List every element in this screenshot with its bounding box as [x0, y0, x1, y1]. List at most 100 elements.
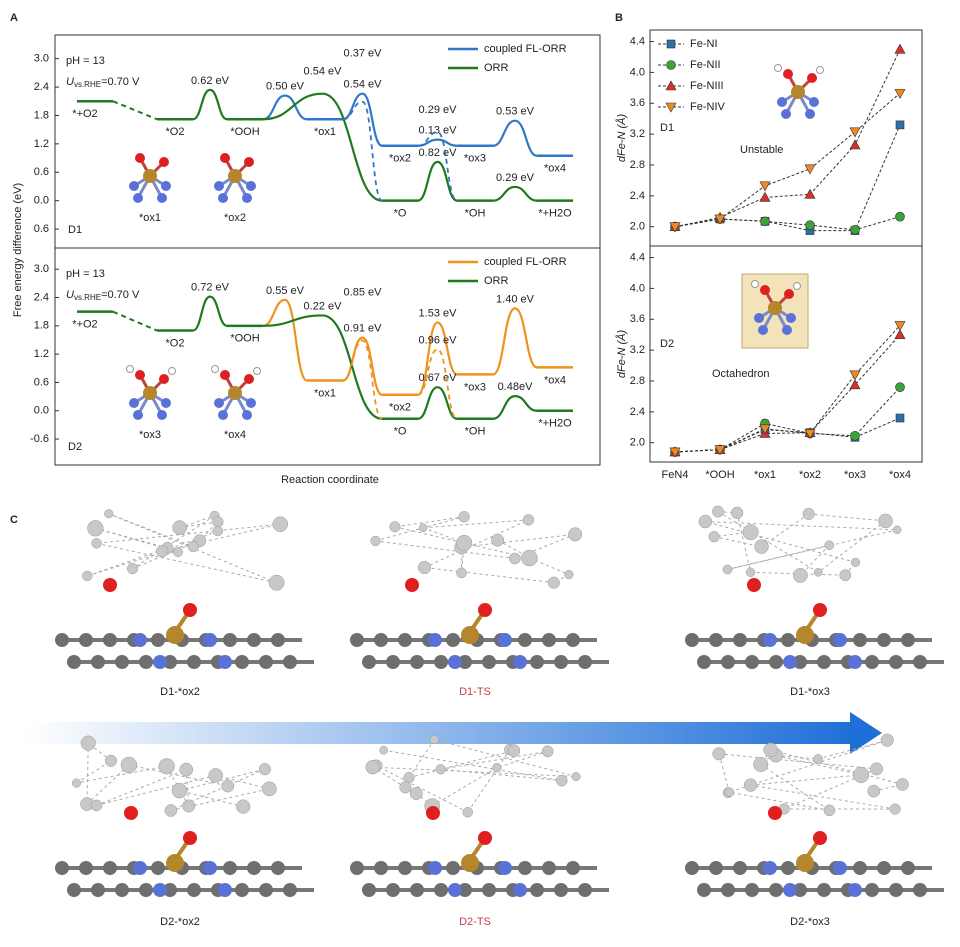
water-atom	[492, 762, 502, 773]
c-atom	[434, 655, 448, 669]
y-tick-label: 2.4	[34, 291, 49, 303]
c-atom	[67, 655, 81, 669]
barrier-label: 1.40 eV	[496, 293, 535, 305]
water-atom	[456, 567, 467, 579]
h-atom	[126, 365, 134, 373]
h-bond	[783, 768, 877, 810]
snapshot	[55, 735, 314, 897]
water-atom	[236, 799, 251, 814]
c-atom	[139, 655, 153, 669]
legend-label: Fe-NII	[690, 59, 721, 71]
state-label: *+H2O	[538, 418, 572, 430]
fe-atom	[228, 386, 242, 400]
u-value: =0.70 V	[101, 76, 140, 88]
barrier-curve	[262, 94, 308, 121]
snapshot	[685, 505, 944, 669]
water-atom	[212, 516, 224, 528]
n-atom	[781, 109, 791, 119]
series-line	[674, 216, 901, 231]
water-atom	[268, 574, 285, 591]
structure-annotation: Unstable	[740, 144, 783, 156]
c-atom	[187, 883, 201, 897]
water-atom	[182, 799, 196, 813]
water-atom	[187, 540, 199, 553]
water-atom	[262, 781, 277, 797]
snapshot-label: D1-*ox3	[790, 686, 830, 698]
marker	[894, 88, 906, 99]
y-tick-label: 3.0	[34, 53, 49, 65]
x-axis-label: Reaction coordinate	[281, 474, 379, 486]
barrier-label: 0.96 eV	[419, 334, 458, 346]
water-atom	[541, 745, 554, 758]
c-atom	[91, 655, 105, 669]
h-bond	[96, 523, 281, 544]
c-atom	[554, 883, 568, 897]
h-bond	[727, 529, 898, 570]
h-bond	[424, 567, 554, 584]
water-atom	[813, 754, 823, 764]
marker	[759, 424, 771, 435]
u-value: =0.70 V	[101, 289, 140, 301]
n-atom	[157, 410, 167, 420]
c-atom	[889, 883, 903, 897]
barrier-label: 0.54 eV	[344, 79, 383, 91]
barrier-curve	[342, 336, 383, 396]
n-atom	[783, 655, 797, 669]
o-atom	[244, 157, 254, 167]
water-atom	[82, 570, 93, 582]
o-atom	[220, 370, 230, 380]
marker	[759, 181, 771, 192]
barrier-curve	[492, 119, 538, 157]
state-label: *ox4	[544, 374, 566, 386]
barrier-curve	[417, 348, 458, 420]
water-atom	[745, 567, 756, 577]
y-tick-label: 2.4	[630, 406, 645, 418]
c-atom	[709, 633, 723, 647]
water-atom	[522, 514, 535, 526]
n-atom	[783, 883, 797, 897]
o-atom	[747, 578, 761, 592]
o-atom	[103, 578, 117, 592]
marker	[760, 216, 770, 227]
snapshot	[55, 509, 314, 669]
state-label: *+O2	[72, 108, 97, 120]
transition-dashed	[112, 100, 158, 121]
n-atom	[203, 633, 217, 647]
water-atom	[742, 524, 759, 541]
c-atom	[374, 861, 388, 875]
n-atom	[246, 181, 256, 191]
o-atom	[183, 831, 197, 845]
water-atom	[379, 745, 389, 755]
structure-icon	[774, 64, 824, 119]
o-atom	[813, 831, 827, 845]
o-atom	[135, 370, 145, 380]
marker	[666, 39, 676, 49]
water-atom	[792, 568, 808, 583]
c-atom	[223, 633, 237, 647]
state-label: *OOH	[230, 126, 259, 138]
c-atom	[901, 633, 915, 647]
c-atom	[542, 633, 556, 647]
h-bond	[760, 764, 830, 811]
c-atom	[578, 883, 592, 897]
x-tick-label: *OOH	[705, 469, 734, 481]
water-atom	[547, 576, 560, 589]
water-atom	[870, 762, 884, 776]
o-atom	[783, 69, 793, 79]
condition-potential: Uvs.RHE=0.70 V	[66, 289, 140, 302]
y-tick-label: 3.6	[630, 313, 645, 325]
c-atom	[271, 633, 285, 647]
x-tick-label: *ox2	[799, 469, 821, 481]
fe-atom	[768, 301, 782, 315]
h-atom	[816, 66, 824, 74]
water-atom	[370, 535, 381, 547]
c-atom	[386, 883, 400, 897]
water-atom	[568, 527, 583, 542]
c-atom	[55, 861, 69, 875]
water-atom	[889, 803, 901, 815]
c-atom	[247, 633, 261, 647]
snapshot-label: D2-*ox3	[790, 916, 830, 928]
c-atom	[398, 861, 412, 875]
h-bond	[761, 513, 809, 548]
y-tick-label: 4.4	[630, 35, 645, 47]
